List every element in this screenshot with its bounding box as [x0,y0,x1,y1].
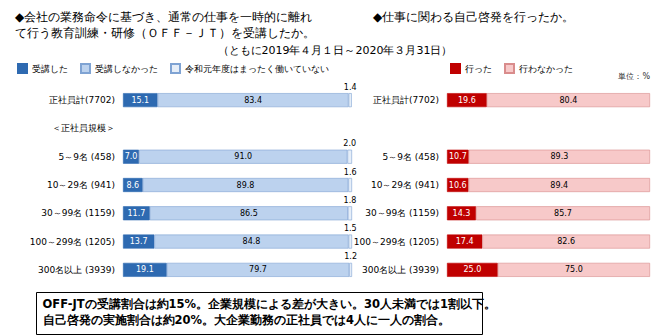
svg-text:89.3: 89.3 [550,152,568,161]
svg-text:19.6: 19.6 [458,96,476,105]
svg-text:◆会社の業務命令に基づき、通常の仕事を一時的に離れ: ◆会社の業務命令に基づき、通常の仕事を一時的に離れ [15,10,312,24]
svg-text:30～99名 (1159): 30～99名 (1159) [41,208,115,218]
svg-text:17.4: 17.4 [456,237,474,246]
svg-text:80.4: 80.4 [559,96,577,105]
svg-text:89.8: 89.8 [237,181,255,190]
svg-text:19.1: 19.1 [136,265,154,274]
svg-text:10.6: 10.6 [449,181,467,190]
svg-text:1.4: 1.4 [344,83,357,92]
svg-text:正社員計(7702): 正社員計(7702) [49,95,115,105]
svg-text:82.6: 82.6 [557,237,575,246]
svg-text:13.7: 13.7 [130,237,148,246]
svg-text:OFF-JTの受講割合は約15%。企業規模による差が大きい。: OFF-JTの受講割合は約15%。企業規模による差が大きい。30人未満では1割以… [43,297,497,311]
svg-text:（ともに2019年４月１日～2020年３月31日）: （ともに2019年４月１日～2020年３月31日） [218,44,453,57]
svg-text:10.7: 10.7 [449,152,467,161]
svg-text:自己啓発の実施割合は約20%。大企業勤務の正社員では4人に一: 自己啓発の実施割合は約20%。大企業勤務の正社員では4人に一人の割合。 [43,313,451,327]
svg-text:15.1: 15.1 [131,96,149,105]
svg-text:2.0: 2.0 [343,139,356,148]
svg-text:10～29名 (941): 10～29名 (941) [371,180,439,190]
svg-text:14.3: 14.3 [453,209,471,218]
svg-text:79.7: 79.7 [249,265,267,274]
svg-text:行わなかった: 行わなかった [519,64,573,74]
svg-text:91.0: 91.0 [234,152,252,161]
svg-text:300名以上 (3939): 300名以上 (3939) [362,265,439,275]
svg-text:30～99名 (1159): 30～99名 (1159) [365,208,439,218]
svg-text:令和元年度はまったく働いていない: 令和元年度はまったく働いていない [185,64,329,74]
svg-text:300名以上 (3939): 300名以上 (3939) [38,265,115,275]
svg-text:10～29名 (941): 10～29名 (941) [47,180,115,190]
svg-text:＜正社員規模＞: ＜正社員規模＞ [52,123,115,133]
svg-text:100～299名 (1205): 100～299名 (1205) [30,237,115,247]
svg-text:5～9名 (458): 5～9名 (458) [58,152,115,162]
svg-text:◆仕事に関わる自己啓発を行ったか。: ◆仕事に関わる自己啓発を行ったか。 [373,10,574,24]
svg-text:7.0: 7.0 [125,152,138,161]
svg-text:受講した: 受講した [32,64,68,74]
svg-text:89.4: 89.4 [550,181,568,190]
svg-text:83.4: 83.4 [244,96,262,105]
svg-text:単位：%: 単位：% [618,72,650,81]
svg-text:受講しなかった: 受講しなかった [95,64,158,74]
svg-text:5～9名 (458): 5～9名 (458) [382,152,439,162]
svg-text:1.8: 1.8 [344,196,357,205]
svg-text:100～299名 (1205): 100～299名 (1205) [354,237,439,247]
svg-text:1.6: 1.6 [344,168,357,177]
svg-text:行った: 行った [465,64,492,74]
svg-text:25.0: 25.0 [463,265,481,274]
svg-text:84.8: 84.8 [243,237,261,246]
svg-text:85.7: 85.7 [554,209,572,218]
svg-text:11.7: 11.7 [127,209,145,218]
svg-text:1.2: 1.2 [344,252,357,261]
svg-text:75.0: 75.0 [565,265,583,274]
svg-text:正社員計(7702): 正社員計(7702) [373,95,439,105]
svg-text:て行う教育訓練・研修（ＯＦＦ－ＪＴ）を受講したか。: て行う教育訓練・研修（ＯＦＦ－ＪＴ）を受講したか。 [15,26,315,40]
svg-text:1.5: 1.5 [344,224,357,233]
svg-text:86.5: 86.5 [240,209,258,218]
svg-text:8.6: 8.6 [126,181,139,190]
